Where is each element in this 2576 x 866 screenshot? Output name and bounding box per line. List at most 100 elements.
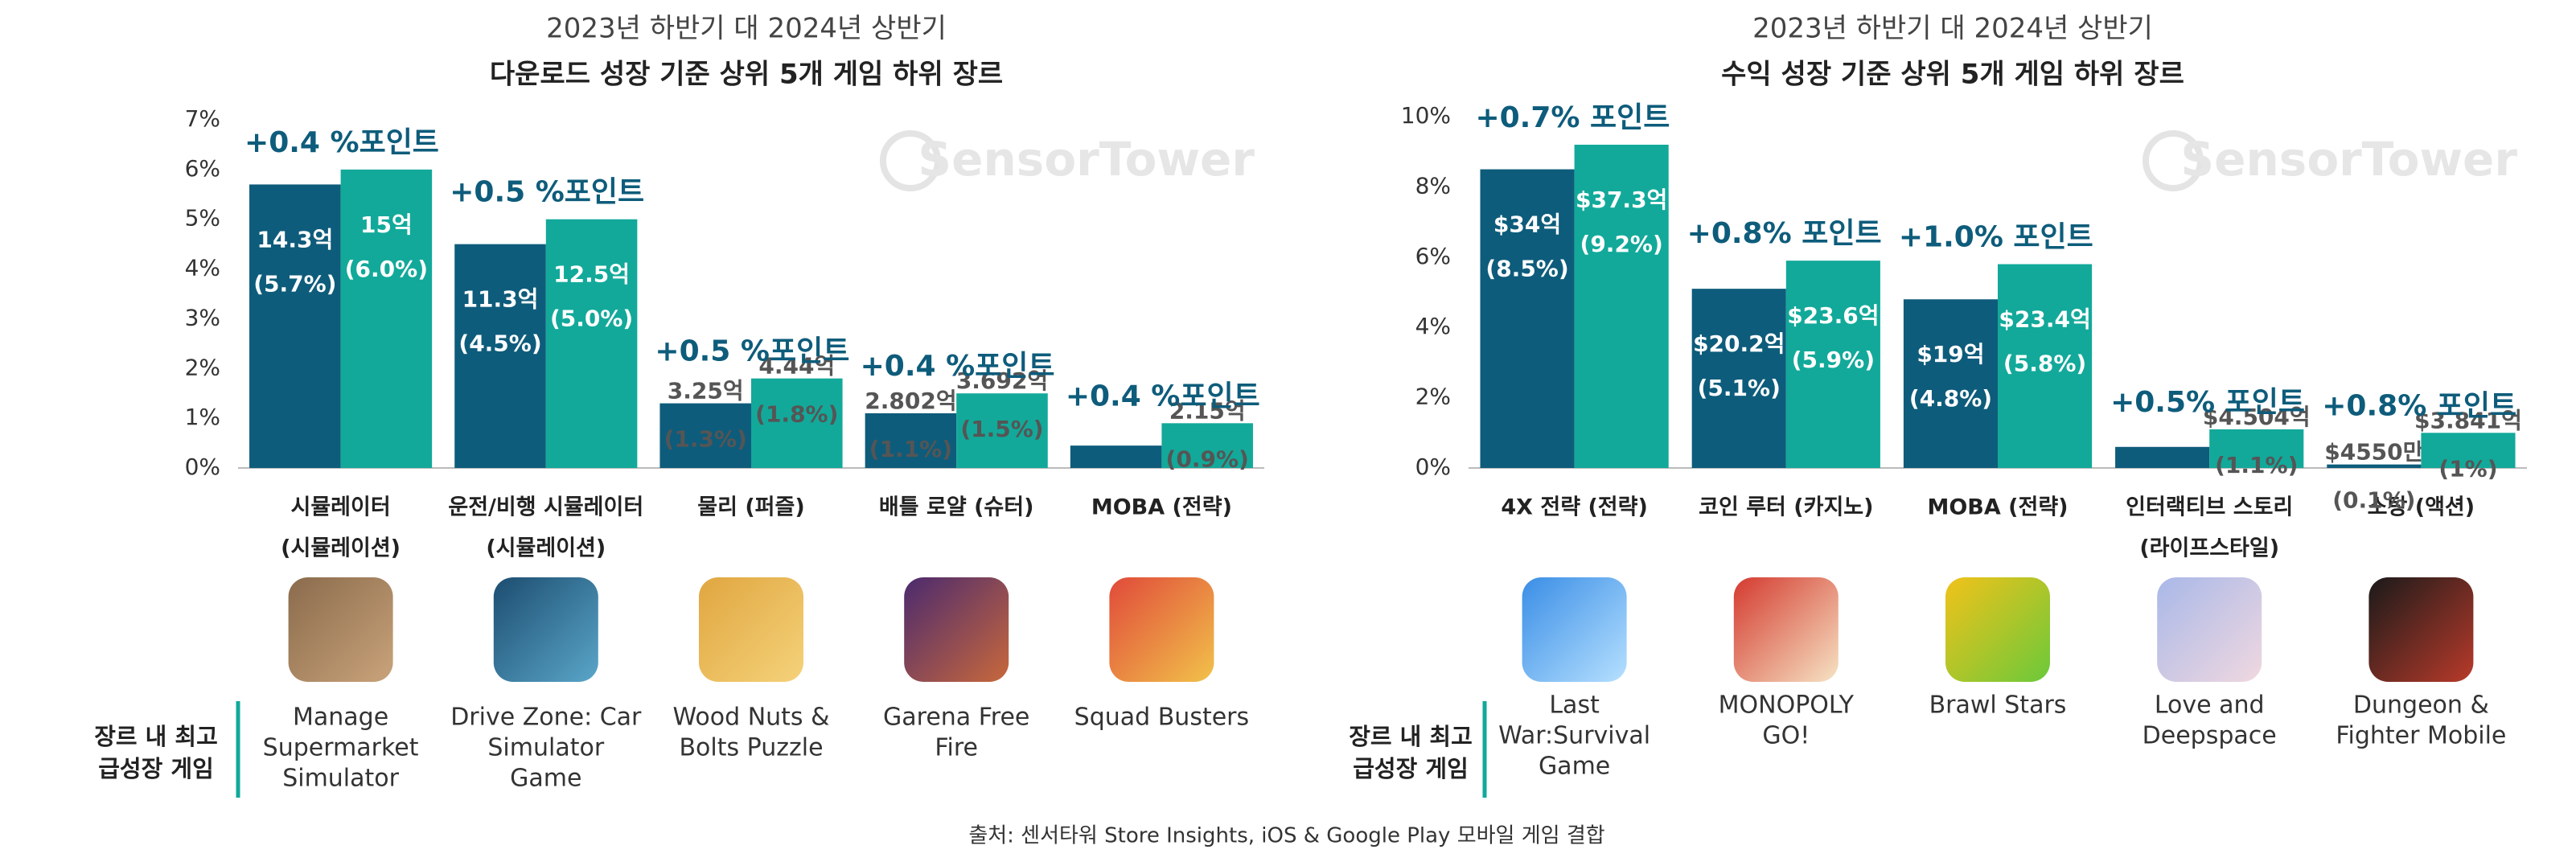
value-label: (4.8%) (1909, 385, 1992, 412)
value-label: (5.8%) (2003, 351, 2086, 377)
value-label: $23.6억 (1787, 302, 1879, 329)
value-label: (5.7%) (253, 270, 336, 297)
bar (751, 378, 843, 468)
bar (249, 184, 341, 468)
game-name: MONOPOLY (1719, 692, 1855, 720)
value-label: $20.2억 (1693, 330, 1785, 357)
value-label: (1.1%) (2215, 452, 2298, 478)
bar (659, 403, 751, 468)
value-label: 3.25억 (668, 378, 744, 404)
game-icon (699, 577, 803, 682)
game-name: Manage (293, 704, 388, 732)
value-label: (5.1%) (1698, 375, 1781, 401)
bar (865, 412, 957, 468)
value-label: (5.0%) (550, 306, 633, 332)
watermark-logo (2143, 130, 2204, 191)
game-name: Garena Free (883, 704, 1029, 732)
game-name: Simulator (282, 765, 399, 793)
chart-title: 2023년 하반기 대 2024년 상반기 (1752, 13, 2153, 45)
value-label: 2.802억 (865, 388, 956, 414)
x-tick-label: 소탕 (액션) (2368, 495, 2475, 520)
value-label: $37.3억 (1576, 187, 1667, 213)
y-tick-label: 1% (185, 404, 220, 430)
x-tick-label: (시뮬레이션) (281, 536, 401, 561)
annotation: +0.7% 포인트 (1475, 101, 1670, 134)
x-tick-label: 코인 루터 (카지노) (1699, 495, 1873, 520)
bar (1070, 445, 1162, 468)
value-label: (6.0%) (345, 256, 428, 282)
game-name: War:Survival (1498, 722, 1650, 750)
game-icon (2369, 577, 2474, 682)
value-label: $34억 (1493, 211, 1561, 238)
row-label: 급성장 게임 (98, 755, 214, 782)
game-name: Supermarket (263, 734, 419, 762)
watermark: SensorTower (918, 132, 1255, 187)
y-tick-label: 2% (185, 354, 220, 380)
bar (1161, 423, 1253, 468)
value-label: (0.1%) (2332, 487, 2415, 514)
game-icon (288, 577, 393, 682)
x-tick-label: 4X 전략 (전략) (1501, 495, 1647, 520)
x-tick-label: 운전/비행 시뮬레이터 (448, 495, 643, 520)
y-tick-label: 7% (185, 105, 220, 132)
chart-title: 2023년 하반기 대 2024년 상반기 (546, 13, 947, 45)
annotation: +0.8% 포인트 (2322, 389, 2516, 422)
game-name: Bolts Puzzle (679, 734, 823, 762)
value-label: $19억 (1917, 341, 1984, 367)
bar (340, 169, 433, 468)
value-label: 4.44억 (758, 353, 835, 380)
y-tick-label: 10% (1401, 102, 1451, 129)
bar (1480, 169, 1575, 469)
chart-subtitle: 다운로드 성장 기준 상위 5개 게임 하위 장르 (490, 59, 1003, 91)
annotation: +0.5 %포인트 (655, 335, 849, 368)
x-tick-label: (라이프스타일) (2139, 536, 2279, 561)
game-name: Wood Nuts & (673, 704, 830, 732)
value-label: 11.3억 (462, 286, 539, 313)
bar (454, 244, 546, 468)
bar (2209, 429, 2304, 468)
value-label: (5.9%) (1792, 347, 1875, 373)
bar (545, 219, 638, 468)
value-label: 2.15억 (1169, 397, 1246, 424)
row-label: 급성장 게임 (1353, 755, 1469, 782)
game-name: Squad Busters (1074, 704, 1249, 732)
game-icon (1733, 577, 1839, 682)
game-icon (493, 577, 598, 682)
y-tick-label: 6% (1415, 243, 1451, 269)
game-icon (1522, 577, 1627, 682)
y-tick-label: 2% (1415, 384, 1451, 410)
game-icon (904, 577, 1009, 682)
game-name: Fighter Mobile (2336, 722, 2506, 750)
value-label: (1.5%) (960, 416, 1043, 442)
x-tick-label: MOBA (전략) (1091, 495, 1232, 520)
value-label: $4550만 (2324, 439, 2423, 466)
game-name: Brawl Stars (1929, 692, 2067, 720)
annotation: +0.5 %포인트 (450, 176, 644, 209)
game-name: Drive Zone: Car (450, 704, 642, 732)
watermark-logo (880, 130, 941, 191)
value-label: (1%) (2438, 455, 2497, 482)
game-name: Fire (935, 734, 978, 762)
value-label: $23.4억 (1999, 306, 2090, 333)
chart-subtitle: 수익 성장 기준 상위 5개 게임 하위 장르 (1721, 59, 2184, 91)
bar (1691, 289, 1786, 468)
game-name: Simulator (487, 734, 604, 762)
value-label: (1.3%) (664, 426, 747, 453)
game-name: Deepspace (2143, 722, 2277, 750)
y-tick-label: 0% (1415, 454, 1451, 480)
bar (1574, 144, 1669, 468)
y-tick-label: 6% (185, 155, 220, 182)
value-label: (1.1%) (869, 436, 952, 462)
bar (1903, 299, 1998, 468)
value-label: 15억 (360, 211, 413, 238)
annotation: +0.4 %포인트 (1066, 380, 1260, 412)
y-tick-label: 8% (1415, 172, 1451, 199)
row-label: 장르 내 최고 (94, 723, 218, 750)
y-tick-label: 4% (1415, 313, 1451, 339)
bar (2327, 464, 2422, 468)
value-label: $4.504억 (2203, 404, 2311, 430)
value-label: (9.2%) (1580, 231, 1663, 257)
game-name: Dungeon & (2353, 692, 2489, 720)
